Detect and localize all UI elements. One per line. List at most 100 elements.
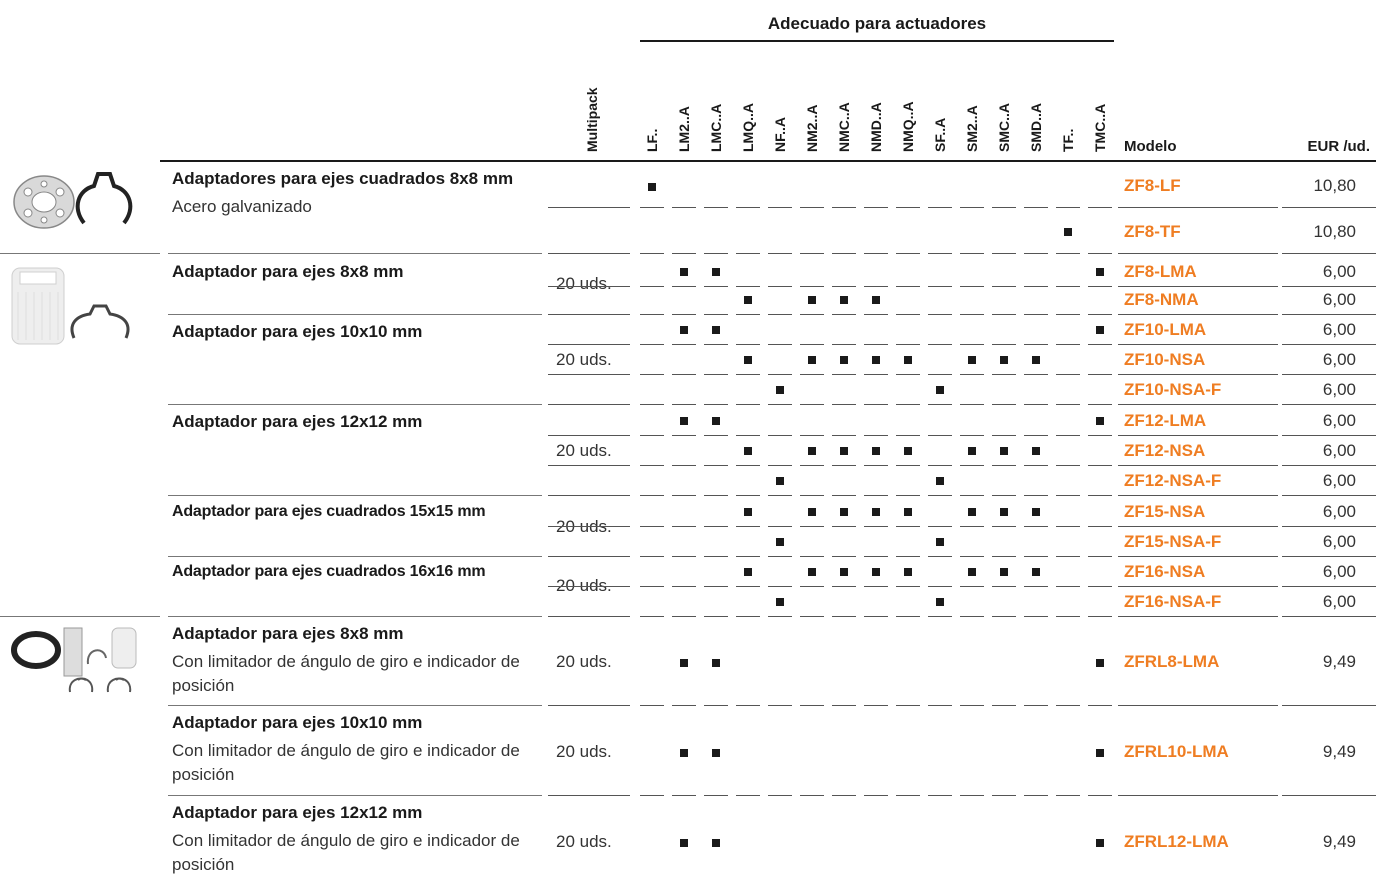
- compatibility-marker: [1032, 568, 1040, 576]
- row-rule: [736, 344, 760, 345]
- row-rule: [1088, 207, 1112, 208]
- compatibility-marker: [648, 183, 656, 191]
- row-rule: [736, 374, 760, 375]
- row-rule: [960, 314, 984, 315]
- row-rule: [1024, 795, 1048, 796]
- row-rule: [736, 465, 760, 466]
- row-rule: [1118, 705, 1278, 706]
- model-code: ZF16-NSA-F: [1124, 592, 1222, 611]
- row-rule: [548, 465, 630, 466]
- row-rule: [768, 465, 792, 466]
- row-rule: [928, 435, 952, 436]
- multipack-qty: 20 uds.: [556, 274, 612, 293]
- row-rule: [1056, 314, 1080, 315]
- multipack-header: Multipack: [584, 87, 600, 152]
- actuator-header: NM2..A: [804, 104, 820, 152]
- row-rule: [1282, 253, 1376, 254]
- row-rule: [960, 495, 984, 496]
- row-rule: [896, 705, 920, 706]
- row-rule: [768, 616, 792, 617]
- row-rule: [768, 344, 792, 345]
- row-rule: [1056, 526, 1080, 527]
- model-code: ZF12-NSA: [1124, 441, 1206, 460]
- row-rule: [832, 404, 856, 405]
- row-rule: [800, 253, 824, 254]
- compatibility-marker: [872, 568, 880, 576]
- row-rule: [672, 344, 696, 345]
- row-rule: [928, 207, 952, 208]
- row-rule: [960, 705, 984, 706]
- price: 9,49: [1322, 652, 1356, 671]
- actuator-header: SMD..A: [1028, 103, 1044, 152]
- row-rule: [1056, 344, 1080, 345]
- row-rule: [640, 435, 664, 436]
- row-rule: [992, 465, 1016, 466]
- row-rule: [800, 286, 824, 287]
- model-code: ZF15-NSA: [1124, 502, 1206, 521]
- row-rule: [548, 286, 630, 287]
- row-rule: [548, 705, 630, 706]
- row-rule: [640, 404, 664, 405]
- compatibility-marker: [872, 508, 880, 516]
- row-rule: [768, 286, 792, 287]
- product-title: Adaptador para ejes 8x8 mm: [172, 262, 404, 281]
- row-rule: [1056, 616, 1080, 617]
- row-rule: [1024, 616, 1048, 617]
- row-rule: [1024, 495, 1048, 496]
- row-rule: [800, 404, 824, 405]
- row-rule: [768, 705, 792, 706]
- row-rule: [548, 435, 630, 436]
- row-rule: [1118, 207, 1278, 208]
- row-rule: [1118, 404, 1278, 405]
- row-rule: [704, 616, 728, 617]
- row-rule: [672, 314, 696, 315]
- row-rule: [736, 314, 760, 315]
- row-rule: [768, 495, 792, 496]
- multipack-qty: 20 uds.: [556, 350, 612, 369]
- row-rule: [800, 526, 824, 527]
- row-rule: [1056, 495, 1080, 496]
- row-rule: [1282, 556, 1376, 557]
- compatibility-marker: [808, 508, 816, 516]
- row-rule: [704, 314, 728, 315]
- row-rule: [1118, 286, 1278, 287]
- row-rule: [640, 374, 664, 375]
- compatibility-marker: [776, 477, 784, 485]
- row-rule: [992, 253, 1016, 254]
- row-rule: [704, 705, 728, 706]
- row-rule: [832, 253, 856, 254]
- compatibility-marker: [968, 568, 976, 576]
- row-rule: [548, 526, 630, 527]
- row-rule: [800, 314, 824, 315]
- compatibility-marker: [680, 268, 688, 276]
- row-rule: [864, 795, 888, 796]
- compatibility-marker: [840, 447, 848, 455]
- row-rule: [1088, 586, 1112, 587]
- row-rule: [1024, 207, 1048, 208]
- compatibility-marker: [872, 356, 880, 364]
- compatibility-marker: [968, 508, 976, 516]
- actuator-header: SF..A: [932, 117, 948, 152]
- product-rule: [0, 253, 160, 254]
- row-rule: [896, 465, 920, 466]
- product-rule: [168, 404, 542, 405]
- row-rule: [672, 286, 696, 287]
- model-code: ZFRL10-LMA: [1124, 742, 1229, 761]
- row-rule: [1282, 495, 1376, 496]
- cylindrical-adapter-image: [11, 267, 130, 345]
- row-rule: [672, 795, 696, 796]
- row-rule: [800, 586, 824, 587]
- row-rule: [640, 616, 664, 617]
- row-rule: [640, 795, 664, 796]
- compatibility-marker: [936, 386, 944, 394]
- row-rule: [928, 586, 952, 587]
- compatibility-marker: [872, 447, 880, 455]
- row-rule: [800, 207, 824, 208]
- row-rule: [832, 495, 856, 496]
- row-rule: [992, 374, 1016, 375]
- row-rule: [672, 526, 696, 527]
- row-rule: [548, 344, 630, 345]
- model-code: ZF16-NSA: [1124, 562, 1206, 581]
- compatibility-marker: [776, 386, 784, 394]
- row-rule: [864, 556, 888, 557]
